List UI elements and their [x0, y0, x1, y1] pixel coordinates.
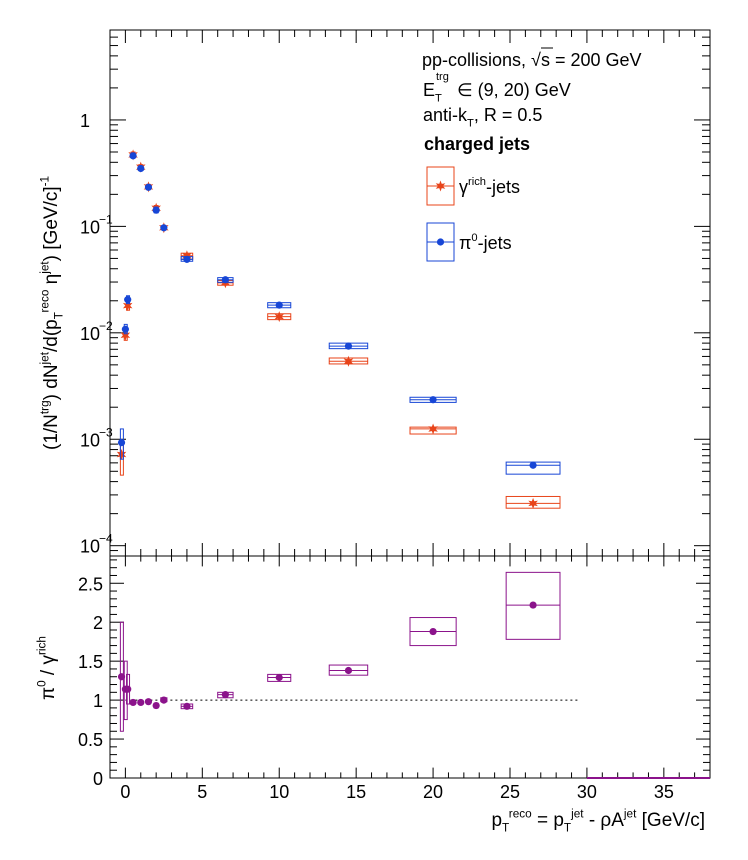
y-tick-exponent: −3 — [99, 425, 113, 439]
ratio-y-tick-label: 2.5 — [78, 574, 103, 594]
series-pi0 — [117, 152, 561, 475]
data-point-circle — [124, 296, 132, 304]
ratio-data-point — [137, 698, 145, 707]
top-panel: 10−410−310−210−11(1/Ntrg) dNjet/d(pTreco… — [38, 29, 711, 557]
y-tick-label: 10 — [80, 324, 100, 344]
y-tick-exponent: −4 — [99, 532, 113, 546]
x-tick-label: 0 — [120, 782, 130, 802]
data-point-star — [120, 329, 131, 341]
legend-label-pi0: π0-jets — [459, 232, 512, 253]
annotation-charged-jets: charged jets — [424, 134, 530, 154]
y-tick-label: 10 — [80, 430, 100, 450]
data-point-circle — [152, 206, 160, 214]
data-point-star — [274, 311, 284, 323]
data-point-circle — [129, 152, 137, 160]
ratio-systematic-box — [505, 571, 561, 640]
annotation-et-sup: trg — [436, 71, 449, 83]
data-point-circle — [344, 342, 353, 350]
ratio-y-tick-label: 0.5 — [78, 730, 103, 750]
data-point-star — [116, 448, 127, 460]
data-point-circle — [137, 164, 145, 173]
annotation-algorithm: anti-kT, R = 0.5 — [423, 105, 542, 129]
x-tick-label: 20 — [423, 782, 443, 802]
ratio-y-tick-label: 0 — [93, 769, 103, 789]
x-tick-label: 5 — [197, 782, 207, 802]
annotation-collision: pp-collisions, √s = 200 GeV — [422, 50, 642, 70]
x-tick-label: 35 — [654, 782, 674, 802]
data-point-star — [528, 497, 538, 509]
series-ratio — [117, 571, 561, 732]
y-axis-title-ratio: π0 / γrich — [35, 636, 59, 700]
legend-marker-pi0 — [436, 238, 445, 246]
data-point-star — [343, 355, 354, 367]
x-tick-label: 25 — [500, 782, 520, 802]
y-tick-label: 10 — [80, 537, 100, 557]
ratio-data-point — [275, 673, 283, 682]
data-point-circle — [529, 461, 537, 469]
ratio-data-point — [117, 673, 126, 681]
y-axis-title-top: (1/Ntrg) dNjet/d(pTreco ηjet) [GeV/c]-1 — [38, 176, 65, 450]
y-tick-exponent: −1 — [99, 212, 113, 226]
ratio-y-tick-label: 2 — [93, 613, 103, 633]
legend-marker-gamma — [435, 180, 446, 192]
y-tick-label: 10 — [80, 217, 100, 237]
ratio-data-point — [160, 696, 168, 704]
data-point-circle — [160, 224, 168, 232]
x-axis-title: pTreco = pTjet - ρAjet [GeV/c] — [491, 807, 705, 834]
data-point-circle — [144, 183, 153, 191]
legend: γrich-jets π0-jets — [426, 166, 520, 262]
ratio-data-point — [344, 666, 353, 675]
data-point-star — [122, 300, 133, 312]
data-point-circle — [275, 301, 283, 309]
y-tick-label: 1 — [80, 111, 90, 131]
top-frame — [109, 29, 711, 557]
ratio-data-point — [129, 698, 137, 707]
data-point-circle — [221, 276, 229, 284]
series-gamma-rich — [116, 149, 561, 509]
ratio-data-point — [221, 691, 229, 699]
data-point-star — [182, 250, 192, 262]
data-point-circle — [117, 439, 126, 447]
ratio-data-point — [144, 698, 153, 706]
ratio-data-point — [429, 627, 437, 636]
data-point-circle — [121, 325, 129, 333]
ratio-data-point — [183, 702, 191, 710]
data-point-circle — [429, 396, 437, 404]
ratio-data-point — [529, 601, 537, 609]
annotation-et: ET — [423, 80, 442, 104]
x-tick-label: 30 — [577, 782, 597, 802]
ratio-data-point — [124, 685, 132, 693]
annotation-et-range: ∈ (9, 20) GeV — [457, 80, 571, 100]
bottom-frame — [109, 555, 711, 779]
data-point-star — [428, 423, 438, 435]
ratio-data-point — [152, 701, 160, 710]
legend-label-gamma: γrich-jets — [459, 176, 520, 197]
x-tick-label: 10 — [269, 782, 289, 802]
y-tick-exponent: −2 — [99, 319, 113, 333]
x-tick-label: 15 — [346, 782, 366, 802]
ratio-y-tick-label: 1 — [93, 691, 103, 711]
ratio-y-tick-label: 1.5 — [78, 652, 103, 672]
data-point-circle — [183, 255, 191, 263]
